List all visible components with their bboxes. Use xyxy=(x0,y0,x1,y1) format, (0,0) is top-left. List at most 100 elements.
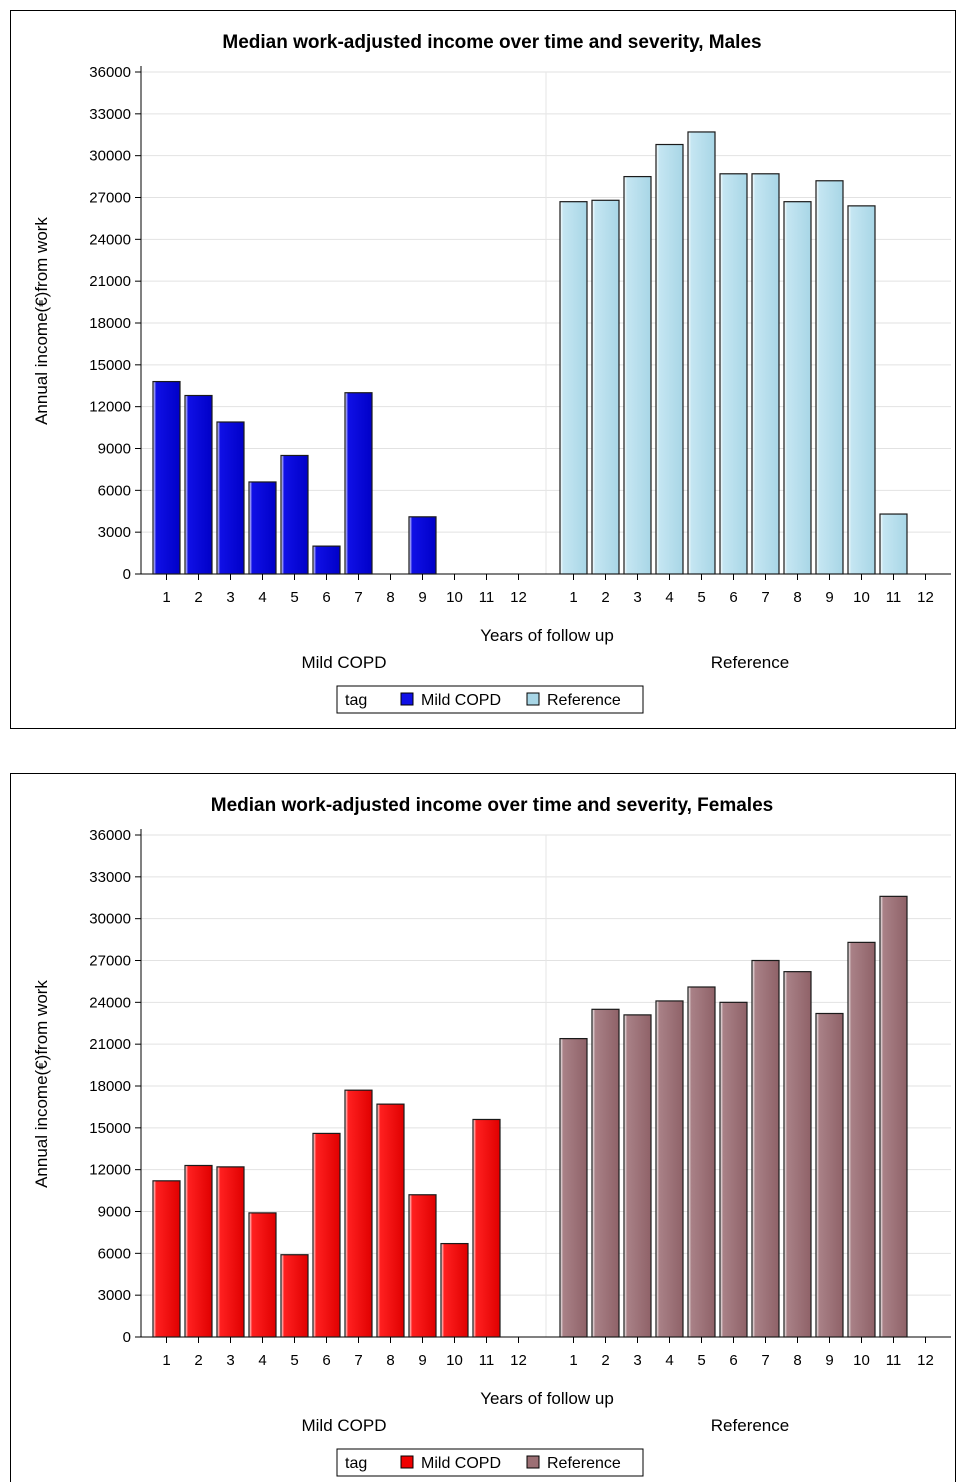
bars-reference xyxy=(559,895,908,1338)
bar xyxy=(623,175,652,575)
x-tick-label: 11 xyxy=(479,589,495,606)
x-tick-label: 5 xyxy=(290,589,298,606)
legend-box xyxy=(336,685,644,714)
males-chart-svg: Median work-adjusted income over time an… xyxy=(32,32,951,714)
bar xyxy=(687,131,716,575)
x-tick-label: 11 xyxy=(886,1352,902,1369)
legend-title: tag xyxy=(345,692,367,709)
bar xyxy=(783,201,812,575)
x-tick-label: 10 xyxy=(853,589,870,606)
bar xyxy=(751,173,780,575)
females-chart-panel: Median work-adjusted income over time an… xyxy=(10,773,956,1482)
y-tick-label: 3000 xyxy=(98,1287,131,1304)
bars-mild-copd xyxy=(152,380,437,575)
bar xyxy=(783,971,812,1338)
x-tick-label: 8 xyxy=(793,589,801,606)
bar xyxy=(472,1118,501,1338)
bar xyxy=(152,1180,181,1338)
x-tick-label: 1 xyxy=(162,589,170,606)
legend: tag Mild COPD Reference xyxy=(336,685,644,714)
y-tick-label: 24000 xyxy=(89,994,131,1011)
x-tick-label: 12 xyxy=(510,589,527,606)
bar xyxy=(879,895,908,1338)
x-tick-label: 6 xyxy=(729,589,737,606)
x-tick-label: 9 xyxy=(418,589,426,606)
x-axis-label: Years of follow up xyxy=(480,626,614,645)
x-tick-label: 12 xyxy=(917,589,934,606)
bars-reference xyxy=(559,131,908,575)
chart-title: Median work-adjusted income over time an… xyxy=(222,32,761,53)
bar xyxy=(312,545,341,575)
x-tick-label: 12 xyxy=(917,1352,934,1369)
y-tick-label: 33000 xyxy=(89,106,131,123)
legend-swatch-reference xyxy=(526,1455,540,1469)
x-tick-label: 10 xyxy=(853,1352,870,1369)
x-tick-label: 5 xyxy=(697,589,705,606)
x-tick-label: 7 xyxy=(761,589,769,606)
y-tick-label: 12000 xyxy=(89,1162,131,1179)
y-axis-ticks: 0 3000 6000 9000 12000 15000 18000 21000 24000 27… xyxy=(89,64,141,583)
bar xyxy=(184,394,213,575)
x-tick-label: 9 xyxy=(418,1352,426,1369)
y-tick-label: 21000 xyxy=(89,273,131,290)
y-axis-label: Annual income(€)from work xyxy=(32,980,51,1188)
group-label-reference: Reference xyxy=(711,1416,789,1435)
x-tick-label: 2 xyxy=(194,1352,202,1369)
x-tick-label: 3 xyxy=(226,1352,234,1369)
x-tick-label: 7 xyxy=(354,1352,362,1369)
x-tick-label: 5 xyxy=(697,1352,705,1369)
bar xyxy=(312,1132,341,1338)
legend-swatch-mild-copd xyxy=(400,692,414,706)
y-tick-label: 6000 xyxy=(98,1245,131,1262)
bar xyxy=(248,481,277,575)
y-tick-label: 9000 xyxy=(98,1204,131,1221)
y-tick-label: 30000 xyxy=(89,148,131,165)
bar xyxy=(152,380,181,575)
x-tick-label: 8 xyxy=(386,589,394,606)
x-axis-ticks-reference: 1 2 3 4 5 6 7 8 9 10 11 12 xyxy=(569,1337,934,1369)
group-label-reference: Reference xyxy=(711,653,789,672)
x-tick-label: 9 xyxy=(825,1352,833,1369)
x-tick-label: 10 xyxy=(446,1352,463,1369)
bar xyxy=(280,1254,309,1338)
y-tick-label: 0 xyxy=(123,1329,131,1346)
x-tick-label: 4 xyxy=(258,1352,266,1369)
x-tick-label: 6 xyxy=(322,1352,330,1369)
bar xyxy=(216,421,245,575)
y-tick-label: 36000 xyxy=(89,64,131,81)
bar xyxy=(719,173,748,575)
x-tick-label: 8 xyxy=(793,1352,801,1369)
y-tick-label: 27000 xyxy=(89,953,131,970)
legend: tag Mild COPD Reference xyxy=(336,1448,644,1477)
group-label-mild-copd: Mild COPD xyxy=(301,653,386,672)
bar xyxy=(687,986,716,1338)
y-tick-label: 36000 xyxy=(89,827,131,844)
females-chart-svg: Median work-adjusted income over time an… xyxy=(32,795,951,1477)
bar xyxy=(719,1001,748,1338)
y-tick-label: 0 xyxy=(123,566,131,583)
bar xyxy=(815,1012,844,1338)
x-tick-label: 8 xyxy=(386,1352,394,1369)
x-tick-label: 6 xyxy=(322,589,330,606)
x-tick-label: 9 xyxy=(825,589,833,606)
chart-title: Median work-adjusted income over time an… xyxy=(211,795,773,816)
legend-box xyxy=(336,1448,644,1477)
group-label-mild-copd: Mild COPD xyxy=(301,1416,386,1435)
y-tick-label: 3000 xyxy=(98,524,131,541)
males-chart-panel: Median work-adjusted income over time an… xyxy=(10,10,956,729)
x-axis-label: Years of follow up xyxy=(480,1389,614,1408)
legend-swatch-reference xyxy=(526,692,540,706)
legend-title: tag xyxy=(345,1455,367,1472)
bar xyxy=(591,1008,620,1338)
x-tick-label: 4 xyxy=(665,589,673,606)
x-tick-label: 2 xyxy=(601,589,609,606)
bar xyxy=(655,143,684,575)
bar xyxy=(344,1089,373,1338)
x-axis-ticks-mild-copd: 1 2 3 4 5 6 7 8 9 10 11 12 xyxy=(162,1337,527,1369)
x-tick-label: 12 xyxy=(510,1352,527,1369)
bar xyxy=(751,959,780,1338)
x-tick-label: 1 xyxy=(569,589,577,606)
bar xyxy=(440,1242,469,1338)
bar xyxy=(408,516,437,575)
legend-entry-reference: Reference xyxy=(547,1455,621,1472)
